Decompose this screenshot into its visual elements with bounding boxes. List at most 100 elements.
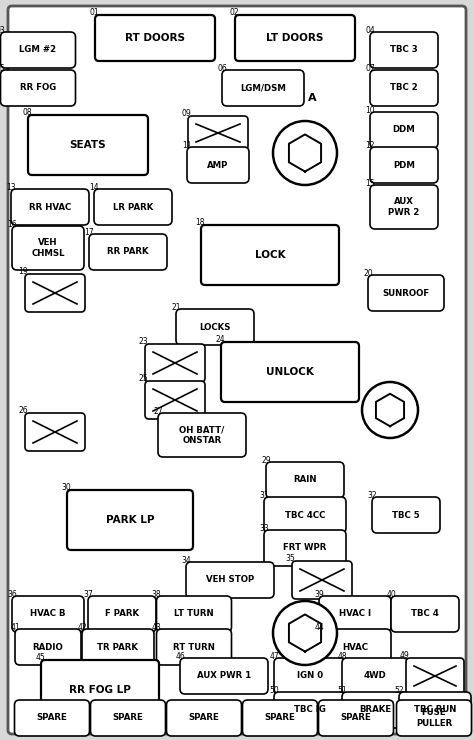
Text: 37: 37 <box>83 590 93 599</box>
Text: 45: 45 <box>35 653 45 662</box>
FancyBboxPatch shape <box>158 413 246 457</box>
Text: LGM #2: LGM #2 <box>19 45 56 55</box>
Text: 16: 16 <box>8 220 17 229</box>
Text: 10: 10 <box>365 106 375 115</box>
FancyBboxPatch shape <box>372 497 440 533</box>
FancyBboxPatch shape <box>370 147 438 183</box>
Text: 43: 43 <box>152 623 162 632</box>
FancyBboxPatch shape <box>342 658 408 694</box>
FancyBboxPatch shape <box>264 530 346 566</box>
Text: 40: 40 <box>386 590 396 599</box>
FancyBboxPatch shape <box>370 185 438 229</box>
Text: 42: 42 <box>77 623 87 632</box>
Text: RR FOG: RR FOG <box>20 84 56 92</box>
Text: 25: 25 <box>138 374 148 383</box>
Text: SPARE: SPARE <box>113 713 143 722</box>
FancyBboxPatch shape <box>319 629 391 665</box>
Text: 06: 06 <box>217 64 227 73</box>
FancyBboxPatch shape <box>370 112 438 148</box>
Text: 12: 12 <box>365 141 375 150</box>
FancyBboxPatch shape <box>266 462 344 498</box>
FancyBboxPatch shape <box>145 381 205 419</box>
Text: VEH
CHMSL: VEH CHMSL <box>31 238 65 258</box>
Text: 50: 50 <box>269 686 279 695</box>
FancyBboxPatch shape <box>274 692 346 728</box>
Circle shape <box>273 601 337 665</box>
FancyBboxPatch shape <box>145 344 205 382</box>
FancyBboxPatch shape <box>156 629 231 665</box>
Text: 47: 47 <box>269 652 279 661</box>
Text: SPARE: SPARE <box>341 713 371 722</box>
Text: RR PARK: RR PARK <box>107 247 149 257</box>
Text: SPARE: SPARE <box>36 713 67 722</box>
Text: RR FOG LP: RR FOG LP <box>69 685 131 695</box>
Text: 01: 01 <box>90 8 99 17</box>
Text: FRT WPR: FRT WPR <box>283 543 327 553</box>
Text: LT TURN: LT TURN <box>174 610 214 619</box>
Text: 02: 02 <box>229 8 239 17</box>
Text: 30: 30 <box>61 483 71 492</box>
FancyBboxPatch shape <box>222 70 304 106</box>
FancyBboxPatch shape <box>156 596 231 632</box>
FancyBboxPatch shape <box>201 225 339 285</box>
Text: RT TURN: RT TURN <box>173 642 215 651</box>
FancyBboxPatch shape <box>0 32 75 68</box>
Text: 09: 09 <box>181 109 191 118</box>
Text: IGN 0: IGN 0 <box>297 671 323 681</box>
Text: LOCKS: LOCKS <box>199 323 231 332</box>
FancyBboxPatch shape <box>370 32 438 68</box>
Text: VEH STOP: VEH STOP <box>206 576 254 585</box>
FancyBboxPatch shape <box>221 342 359 402</box>
Text: TBC 3: TBC 3 <box>390 45 418 55</box>
Text: 35: 35 <box>285 554 295 563</box>
Text: 39: 39 <box>314 590 324 599</box>
FancyBboxPatch shape <box>11 189 89 225</box>
Text: TBC 2: TBC 2 <box>390 84 418 92</box>
Text: 49: 49 <box>399 651 409 660</box>
Text: 36: 36 <box>7 590 17 599</box>
Text: 15: 15 <box>365 179 375 188</box>
FancyBboxPatch shape <box>235 15 355 61</box>
Text: F PARK: F PARK <box>105 610 139 619</box>
Text: 21: 21 <box>172 303 181 312</box>
FancyBboxPatch shape <box>0 70 75 106</box>
FancyBboxPatch shape <box>319 700 393 736</box>
Text: LR PARK: LR PARK <box>113 203 153 212</box>
Text: 08: 08 <box>22 108 32 117</box>
Text: HVAC: HVAC <box>342 642 368 651</box>
Text: OH BATT/
ONSTAR: OH BATT/ ONSTAR <box>179 425 225 445</box>
Text: TBC 4: TBC 4 <box>411 610 439 619</box>
FancyBboxPatch shape <box>396 700 472 736</box>
FancyBboxPatch shape <box>88 596 156 632</box>
Text: 46: 46 <box>175 652 185 661</box>
FancyBboxPatch shape <box>12 226 84 270</box>
Text: HVAC B: HVAC B <box>30 610 66 619</box>
FancyBboxPatch shape <box>188 116 248 150</box>
Text: 41: 41 <box>10 623 20 632</box>
FancyBboxPatch shape <box>41 660 159 720</box>
Text: 32: 32 <box>367 491 377 500</box>
Circle shape <box>273 121 337 185</box>
Text: RT DOORS: RT DOORS <box>125 33 185 43</box>
FancyBboxPatch shape <box>12 596 84 632</box>
FancyBboxPatch shape <box>25 413 85 451</box>
FancyBboxPatch shape <box>274 658 346 694</box>
Text: 13: 13 <box>6 183 16 192</box>
Text: PARK LP: PARK LP <box>106 515 154 525</box>
Text: 17: 17 <box>84 228 94 237</box>
FancyBboxPatch shape <box>243 700 318 736</box>
Text: TR PARK: TR PARK <box>98 642 138 651</box>
Text: AUX
PWR 2: AUX PWR 2 <box>388 198 419 217</box>
FancyBboxPatch shape <box>8 6 466 734</box>
Text: 44: 44 <box>314 623 324 632</box>
FancyBboxPatch shape <box>94 189 172 225</box>
FancyBboxPatch shape <box>368 275 444 311</box>
Text: RADIO: RADIO <box>33 642 64 651</box>
Text: 20: 20 <box>364 269 373 278</box>
FancyBboxPatch shape <box>186 562 274 598</box>
FancyBboxPatch shape <box>391 596 459 632</box>
Text: HVAC I: HVAC I <box>339 610 371 619</box>
Text: TBC 5: TBC 5 <box>392 511 420 519</box>
Text: LGM/DSM: LGM/DSM <box>240 84 286 92</box>
FancyBboxPatch shape <box>187 147 249 183</box>
